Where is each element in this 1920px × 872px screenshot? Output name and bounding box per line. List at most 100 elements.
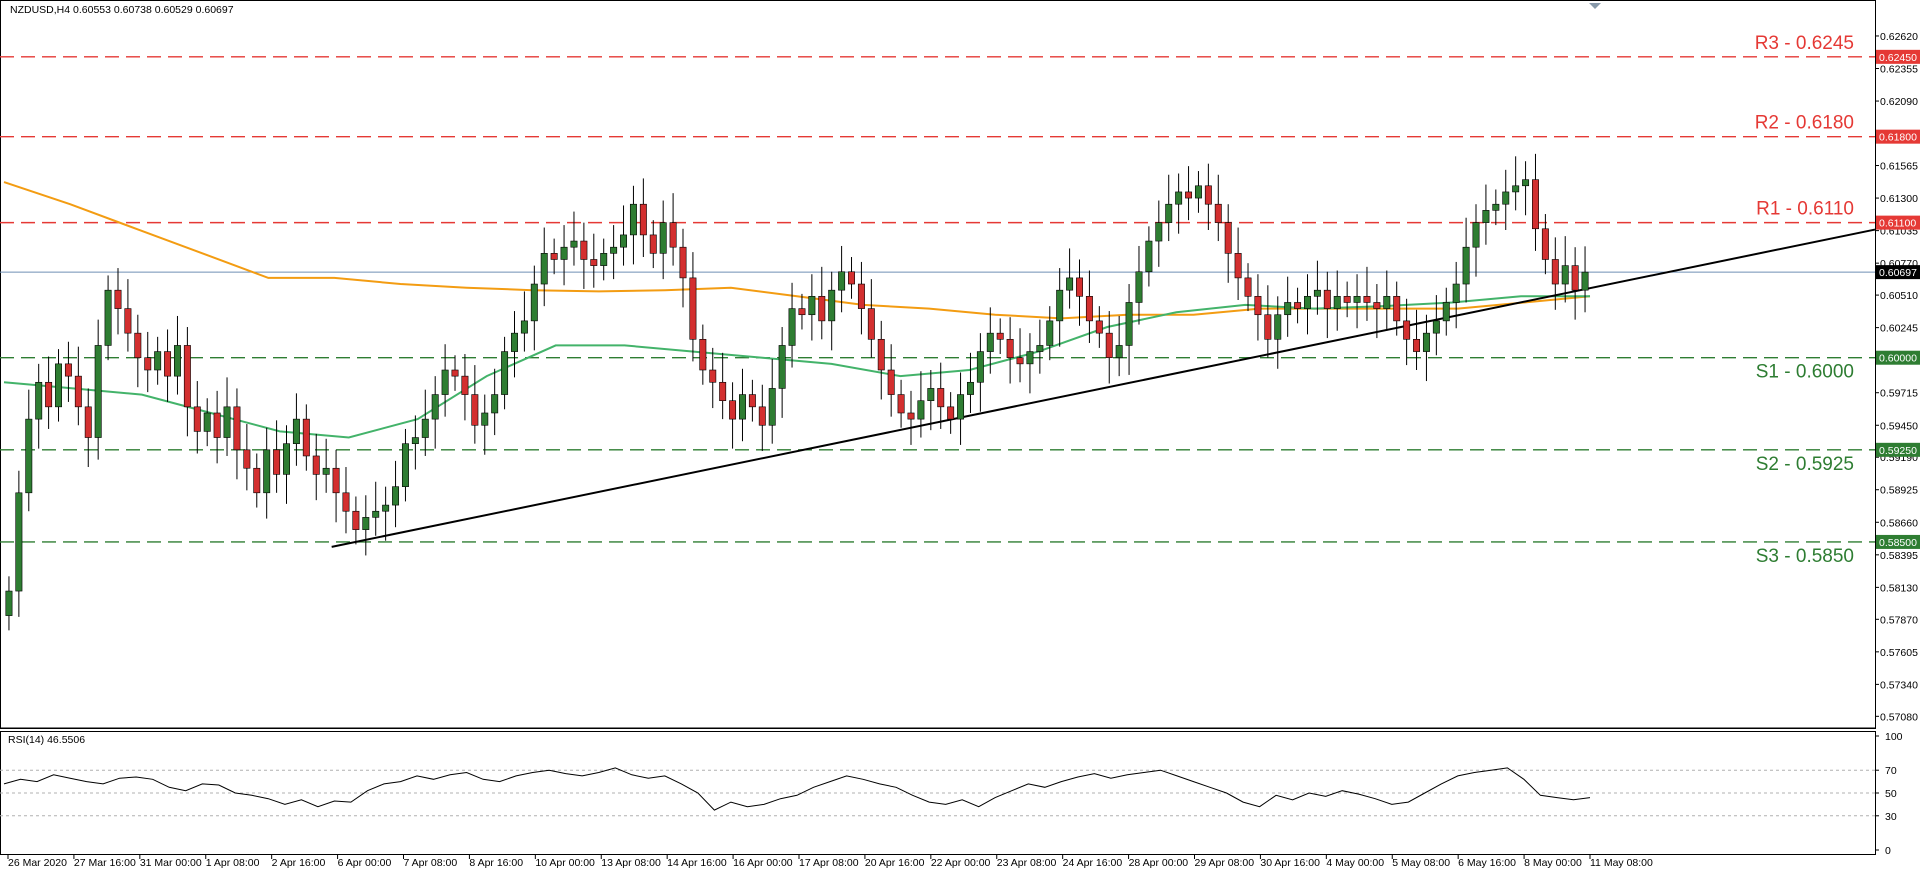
candle-up xyxy=(421,418,429,438)
time-tick-label: 8 May 00:00 xyxy=(1524,857,1582,869)
time-tick-label: 30 Apr 16:00 xyxy=(1260,857,1320,869)
candle-up xyxy=(481,412,489,426)
candle-up xyxy=(382,504,390,512)
rsi-tick-label: 100 xyxy=(1885,731,1903,743)
candle-up xyxy=(1502,191,1510,205)
trendline-layer xyxy=(331,228,1876,548)
time-tick-label: 17 Apr 08:00 xyxy=(799,857,859,869)
candle-down xyxy=(1185,191,1193,199)
rsi-line xyxy=(3,767,1591,811)
candle-down xyxy=(273,449,281,475)
time-tick-label: 22 Apr 00:00 xyxy=(931,857,991,869)
candle-up xyxy=(560,246,568,260)
candle-up xyxy=(1274,314,1282,340)
candle-up xyxy=(1313,289,1321,297)
candle-down xyxy=(461,375,469,395)
candle-up xyxy=(1145,240,1153,273)
candle-up xyxy=(491,394,499,414)
candle-down xyxy=(1254,296,1262,316)
candle-up xyxy=(1383,296,1391,309)
candle-down xyxy=(907,412,915,420)
time-tick-label: 26 Mar 2020 xyxy=(8,857,67,869)
level-labels: R3 - 0.6245 R2 - 0.6180 R1 - 0.6110 S1 - 0.… xyxy=(1755,33,1854,567)
candle-down xyxy=(679,246,687,279)
main-panel-frame xyxy=(0,0,1876,729)
time-tick-label: 1 Apr 08:00 xyxy=(206,857,260,869)
time-tick-label: 13 Apr 08:00 xyxy=(601,857,661,869)
candle-up xyxy=(1284,302,1292,316)
candle-up xyxy=(927,388,935,402)
candle-up xyxy=(828,289,836,322)
candle-up xyxy=(768,388,776,426)
price-tick-label: 0.59450 xyxy=(1880,420,1918,432)
candle-down xyxy=(1541,228,1549,260)
candle-down xyxy=(124,308,132,334)
price-tick-label: 0.61565 xyxy=(1880,161,1918,173)
price-tick-label: 0.61300 xyxy=(1880,193,1918,205)
price-tag-label: 0.61800 xyxy=(1879,132,1917,144)
time-tick-label: 5 May 08:00 xyxy=(1392,857,1450,869)
candle-up xyxy=(392,486,400,506)
price-tick-label: 0.62355 xyxy=(1880,64,1918,76)
candle-down xyxy=(937,388,945,408)
candle-up xyxy=(292,418,300,444)
candle-down xyxy=(1323,289,1331,309)
candle-up xyxy=(1066,277,1074,291)
candle-up xyxy=(1036,345,1044,352)
candle-up xyxy=(1026,351,1034,365)
candle-up xyxy=(372,510,380,518)
candle-up xyxy=(739,394,746,420)
candle-up xyxy=(431,394,439,420)
price-tick-label: 0.57605 xyxy=(1880,647,1918,659)
candle-up xyxy=(1125,302,1133,346)
candle-down xyxy=(639,203,647,236)
candle-up xyxy=(1432,320,1440,334)
candle-up xyxy=(1333,296,1341,309)
chart-shift-marker-icon[interactable] xyxy=(1589,3,1601,9)
time-tick-label: 31 Mar 00:00 xyxy=(140,857,202,869)
candle-up xyxy=(788,308,796,346)
price-tick-label: 0.57870 xyxy=(1880,614,1918,626)
candle-down xyxy=(798,308,806,316)
candle-down xyxy=(84,406,92,438)
time-tick-label: 4 May 00:00 xyxy=(1326,857,1384,869)
candle-down xyxy=(1264,314,1272,340)
candle-down xyxy=(253,467,261,494)
candle-up xyxy=(411,437,419,444)
candle-up xyxy=(1155,222,1163,242)
candle-down xyxy=(1413,338,1421,352)
price-tag-box xyxy=(1876,534,1920,549)
candle-up xyxy=(540,253,548,285)
level-label: R3 - 0.6245 xyxy=(1755,33,1854,54)
candle-up xyxy=(610,246,618,254)
price-tags: 0.62450 0.61800 0.61100 0.60000 0.59250 0.585… xyxy=(1876,49,1920,549)
candle-down xyxy=(471,394,479,426)
candle-down xyxy=(580,240,588,260)
candle-down xyxy=(689,277,697,340)
candle-up xyxy=(25,418,33,494)
price-tick-label: 0.62620 xyxy=(1880,31,1918,43)
candle-down xyxy=(342,492,350,512)
candle-up xyxy=(322,467,330,475)
candle-down xyxy=(1006,338,1014,359)
candle-up xyxy=(1046,320,1054,346)
candle-up xyxy=(600,253,608,266)
candle-up xyxy=(1353,296,1361,303)
candle-down xyxy=(669,222,677,248)
candle-down xyxy=(1343,296,1351,303)
candle-down xyxy=(1571,265,1579,291)
candle-up xyxy=(263,449,271,494)
candles xyxy=(5,153,1589,631)
candle-down xyxy=(996,332,1004,340)
price-tag-label: 0.58500 xyxy=(1879,537,1917,549)
symbol-header: NZDUSD,H4 0.60553 0.60738 0.60529 0.6069… xyxy=(10,4,234,16)
time-tick-label: 14 Apr 16:00 xyxy=(667,857,727,869)
rsi-indicator: 100 70 50 30 0 xyxy=(0,731,1903,857)
time-tick-label: 23 Apr 08:00 xyxy=(997,857,1057,869)
candle-down xyxy=(897,394,905,414)
candle-down xyxy=(1076,277,1083,297)
time-tick-label: 16 Apr 00:00 xyxy=(733,857,793,869)
price-tag-label: 0.62450 xyxy=(1879,52,1917,64)
candle-down xyxy=(164,351,172,377)
